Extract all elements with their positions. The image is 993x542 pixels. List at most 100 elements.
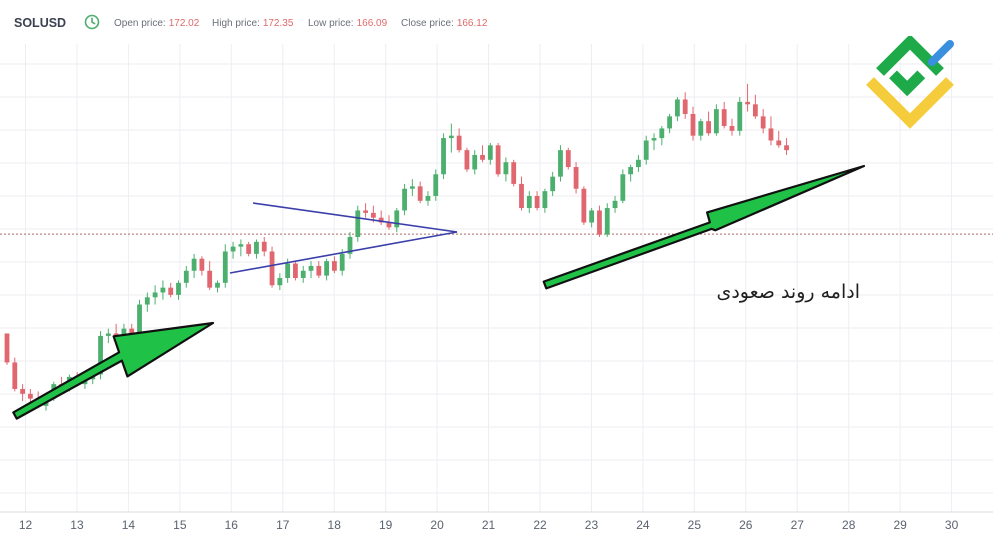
candle-body xyxy=(526,195,532,209)
candle xyxy=(659,126,665,146)
candle xyxy=(690,106,696,141)
candle-body xyxy=(269,251,275,286)
candle xyxy=(191,253,197,278)
candle xyxy=(698,118,704,141)
candle xyxy=(347,232,353,259)
candle xyxy=(503,157,509,182)
candle xyxy=(269,246,275,288)
open-price: Open price: 172.02 xyxy=(114,18,200,29)
candle-body xyxy=(752,104,758,117)
candle-body xyxy=(152,292,158,298)
candle xyxy=(4,333,10,365)
candle xyxy=(526,191,532,213)
x-tick-label: 18 xyxy=(328,518,342,532)
candle-body xyxy=(261,241,267,252)
triangle-upper-line xyxy=(252,202,458,233)
candle-body xyxy=(370,212,376,218)
x-tick-label: 24 xyxy=(636,518,650,532)
candle-body xyxy=(332,261,337,271)
x-tick-label: 28 xyxy=(842,518,856,532)
candle-body xyxy=(737,101,743,131)
candle xyxy=(612,195,618,213)
candle-body xyxy=(760,116,766,129)
candle-body xyxy=(254,241,259,254)
candle xyxy=(207,261,213,291)
candle-body xyxy=(20,388,25,394)
candle xyxy=(12,357,18,392)
candle-body xyxy=(191,258,197,271)
candle-body xyxy=(487,145,493,160)
candle xyxy=(472,150,478,175)
candle-body xyxy=(160,287,166,293)
candle xyxy=(355,205,361,242)
candle-body xyxy=(651,138,657,141)
candle-body xyxy=(324,261,330,276)
candle-body xyxy=(558,150,563,177)
candle-body xyxy=(565,150,571,168)
trend-arrow-left xyxy=(12,321,215,420)
candle-body xyxy=(464,150,470,170)
candle-body xyxy=(667,116,673,129)
candle-body xyxy=(144,297,150,305)
low-price: Low price: 166.09 xyxy=(308,18,388,29)
chart-annotations xyxy=(12,164,866,420)
candle xyxy=(729,118,735,136)
x-tick-label: 20 xyxy=(430,518,444,532)
candle-body xyxy=(207,270,213,288)
candle xyxy=(300,265,306,283)
candle-body xyxy=(776,140,782,146)
candle-body xyxy=(597,210,602,235)
x-tick-label: 15 xyxy=(173,518,187,532)
candle xyxy=(160,280,166,300)
candle xyxy=(168,282,174,298)
candle xyxy=(581,186,587,225)
candle xyxy=(511,159,517,187)
candle xyxy=(713,104,719,136)
candle xyxy=(565,147,571,170)
candle xyxy=(760,109,766,134)
x-tick-label: 29 xyxy=(893,518,907,532)
x-tick-label: 17 xyxy=(276,518,290,532)
candle xyxy=(604,203,610,237)
candle-body xyxy=(472,154,478,170)
candle-body xyxy=(441,138,446,175)
candle-body xyxy=(542,191,548,209)
candle xyxy=(636,154,641,172)
candle-body xyxy=(230,246,236,252)
x-tick-label: 14 xyxy=(122,518,136,532)
candle xyxy=(589,208,595,228)
candle xyxy=(745,83,750,112)
brand-logo-icon xyxy=(866,36,954,129)
candle xyxy=(706,111,711,136)
candle xyxy=(597,205,602,237)
candle-body xyxy=(355,210,361,237)
candle xyxy=(682,92,688,119)
candle xyxy=(324,258,330,281)
candle-body xyxy=(534,195,540,209)
candle-body xyxy=(550,176,556,192)
candle xyxy=(261,236,267,257)
clock-icon[interactable] xyxy=(84,14,100,30)
candle-body xyxy=(316,265,322,276)
candle xyxy=(308,261,314,278)
candle xyxy=(534,191,540,211)
candle-body xyxy=(308,265,314,271)
candle-body xyxy=(511,162,517,184)
candle-body xyxy=(643,140,649,160)
candle xyxy=(316,261,322,278)
candle xyxy=(20,384,25,402)
x-tick-label: 23 xyxy=(585,518,599,532)
candle xyxy=(495,142,501,177)
candle-body xyxy=(98,335,103,375)
candle-body xyxy=(12,362,18,389)
candle-body xyxy=(246,244,252,254)
x-tick-label: 27 xyxy=(791,518,805,532)
candle-body xyxy=(745,101,750,105)
candle xyxy=(402,183,407,216)
candle-body xyxy=(409,186,415,189)
candle-body xyxy=(495,145,501,175)
candle-body xyxy=(628,167,634,175)
candle xyxy=(519,176,524,211)
candle-body xyxy=(589,210,595,223)
